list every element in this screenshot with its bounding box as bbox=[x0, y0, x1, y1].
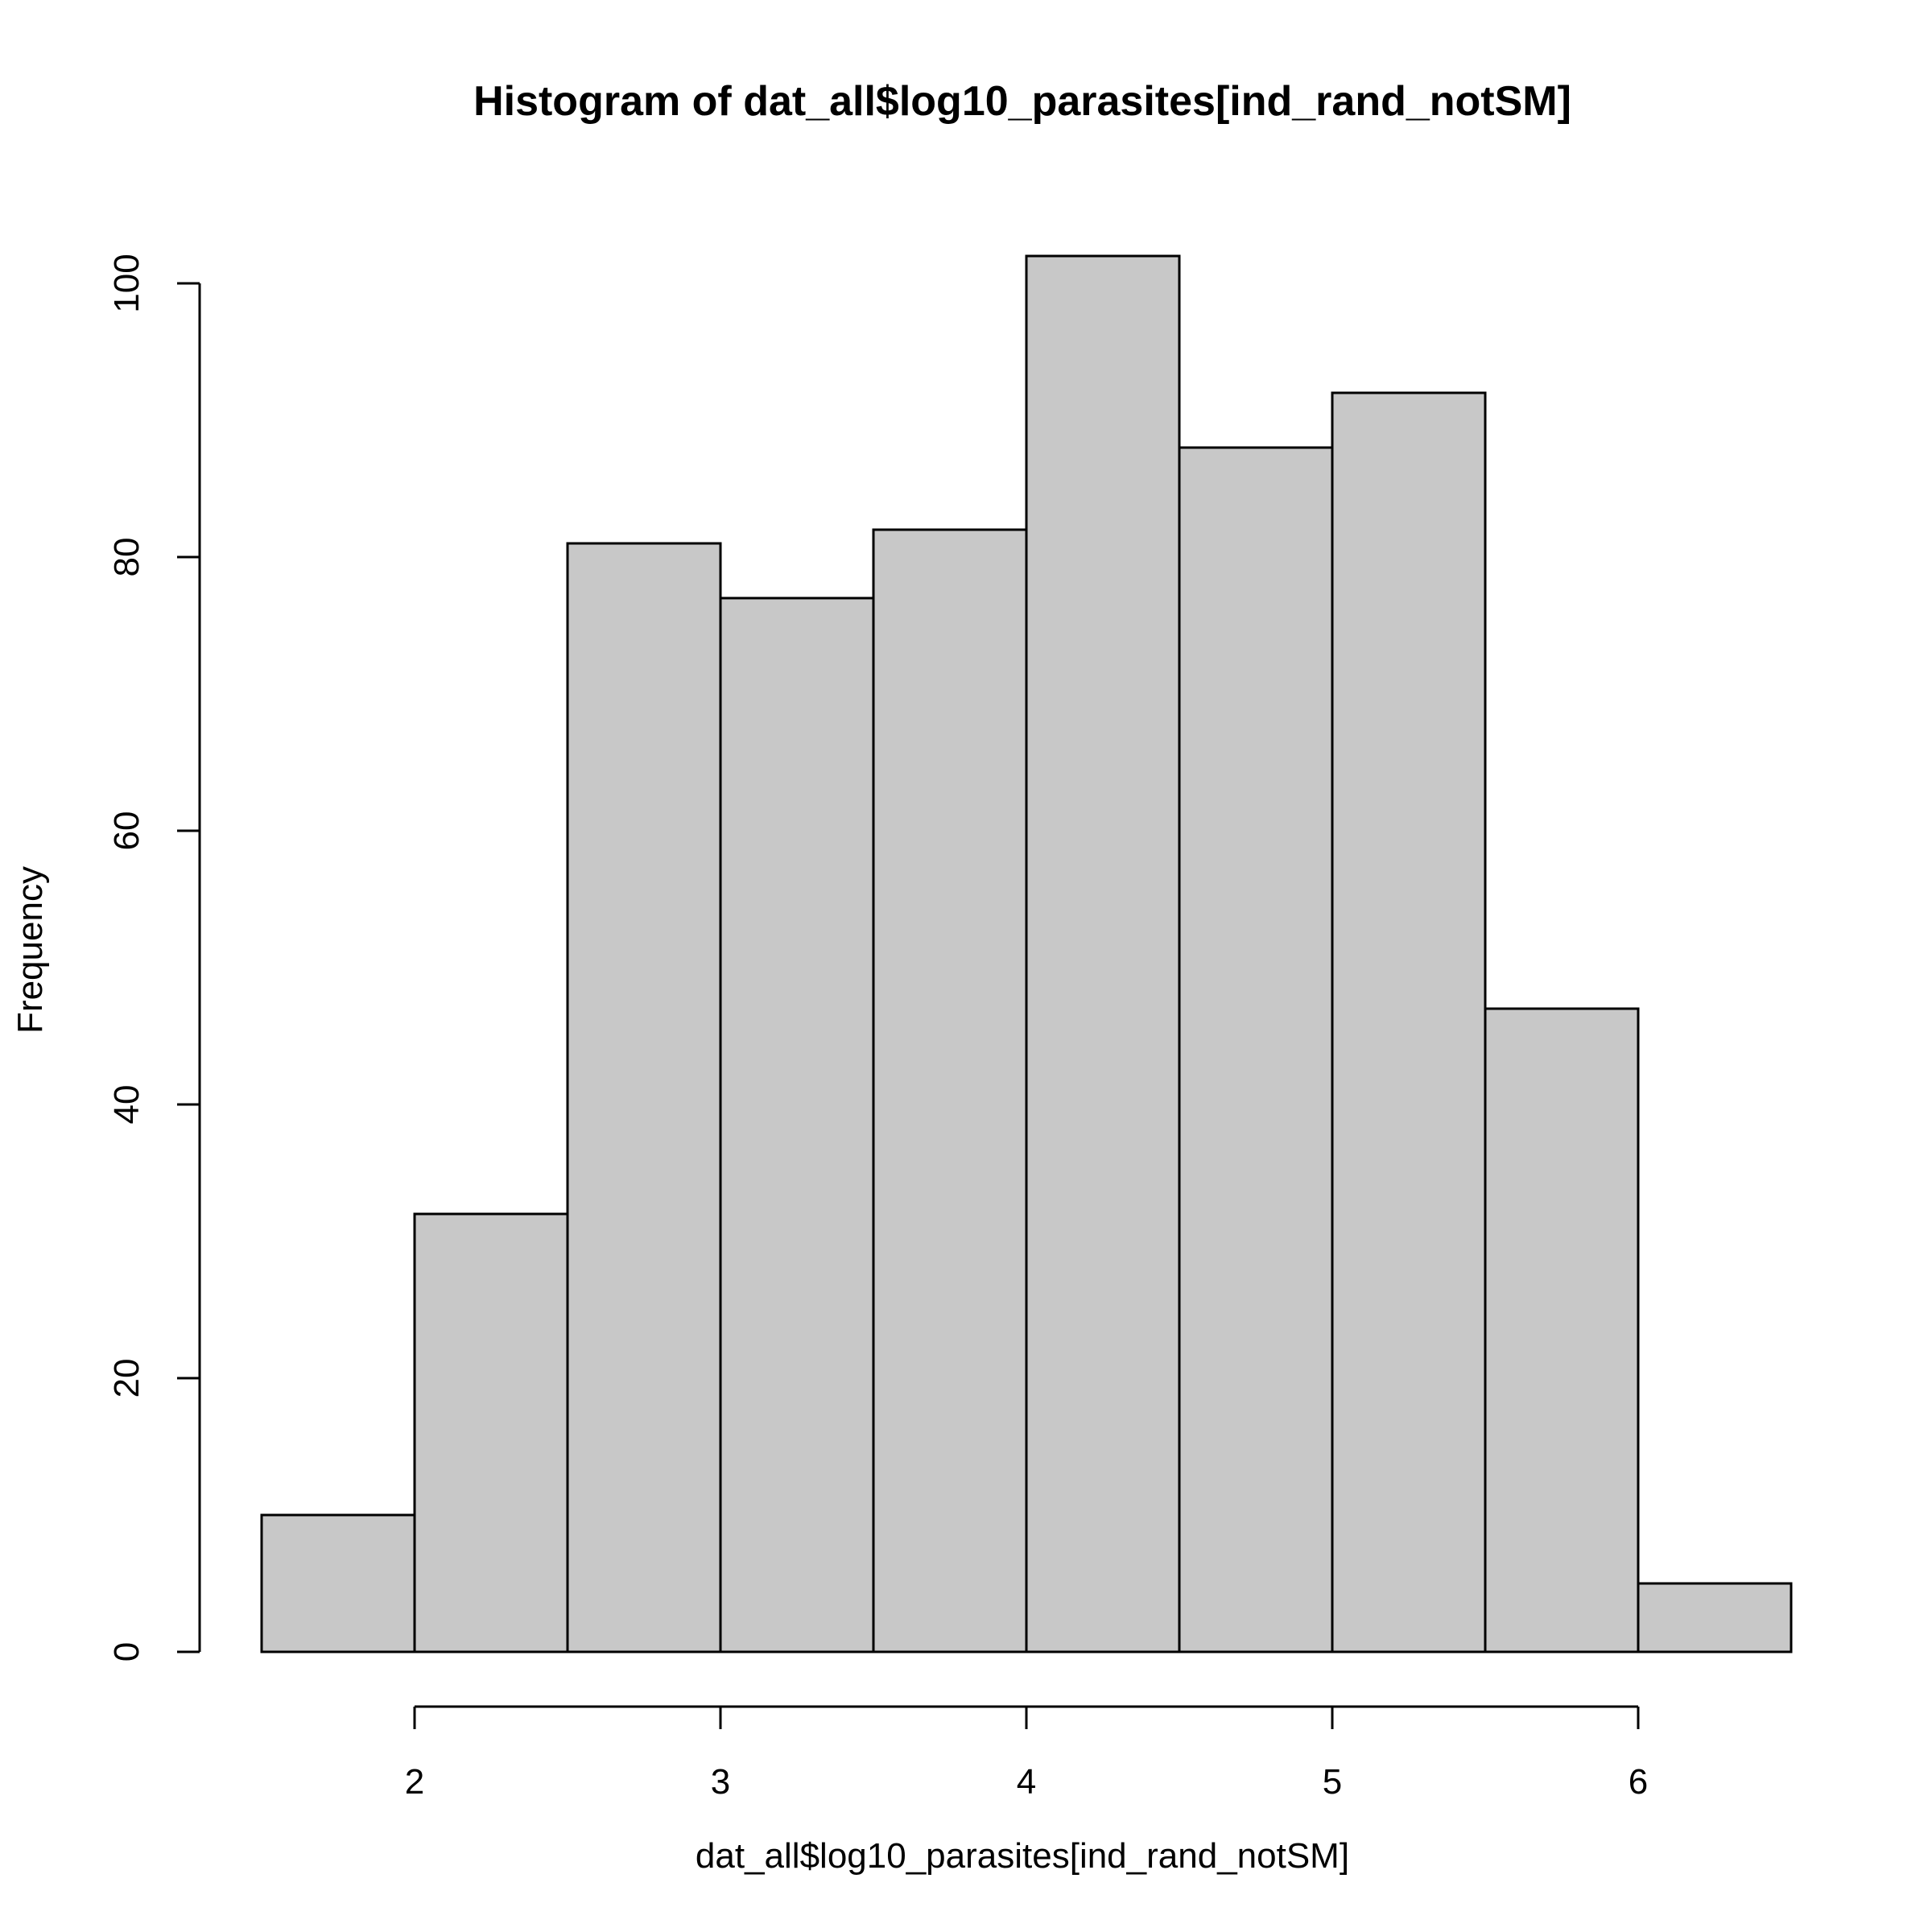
x-axis-label: dat_all$log10_parasites[ind_rand_notSM] bbox=[696, 1836, 1349, 1876]
bars-group bbox=[260, 254, 1793, 1653]
y-axis: 0 20 40 60 80 100 bbox=[107, 254, 201, 1662]
x-tick-label-4: 6 bbox=[1629, 1762, 1648, 1802]
y-tick-label-5: 100 bbox=[107, 254, 147, 312]
histogram-bar-3 bbox=[719, 597, 875, 1653]
x-tick-label-0: 2 bbox=[405, 1762, 424, 1802]
histogram-bar-6 bbox=[1178, 446, 1334, 1653]
histogram-bar-5 bbox=[1025, 254, 1181, 1653]
x-tick-label-2: 4 bbox=[1017, 1762, 1036, 1802]
histogram-bar-1 bbox=[413, 1212, 569, 1653]
y-axis-label: Frequency bbox=[10, 866, 50, 1034]
x-axis: 2 3 4 5 6 bbox=[405, 1705, 1648, 1802]
x-tick-label-1: 3 bbox=[711, 1762, 730, 1802]
histogram-bar-0 bbox=[260, 1513, 416, 1653]
y-tick-label-1: 20 bbox=[107, 1359, 147, 1398]
x-tick-label-3: 5 bbox=[1323, 1762, 1342, 1802]
histogram-bar-9 bbox=[1637, 1582, 1793, 1653]
y-tick-label-4: 80 bbox=[107, 538, 147, 577]
y-tick-label-2: 40 bbox=[107, 1085, 147, 1125]
histogram-bar-7 bbox=[1331, 391, 1487, 1653]
y-tick-label-0: 0 bbox=[107, 1642, 147, 1662]
chart-title: Histogram of dat_all$log10_parasites[ind… bbox=[473, 78, 1571, 125]
histogram-bar-2 bbox=[566, 542, 722, 1653]
histogram-bar-4 bbox=[872, 528, 1028, 1653]
y-tick-label-3: 60 bbox=[107, 811, 147, 851]
histogram-bar-8 bbox=[1484, 1007, 1640, 1653]
